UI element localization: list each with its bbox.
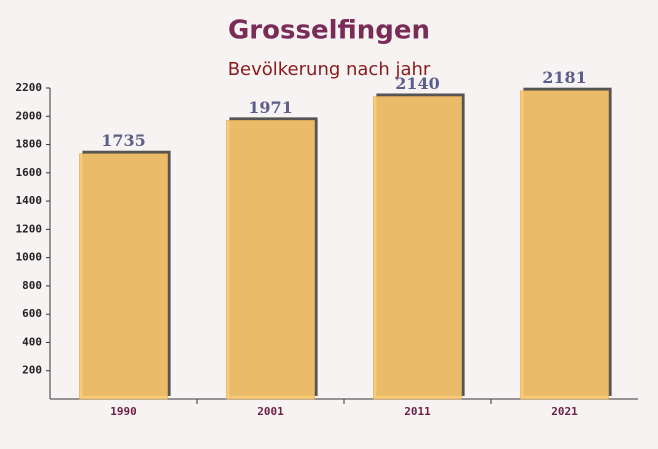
y-tick-label: 2000 [16, 109, 43, 122]
y-tick-label: 2200 [16, 81, 43, 94]
y-tick-label: 1400 [16, 194, 43, 207]
y-tick-label: 800 [22, 279, 42, 292]
y-tick-label: 1600 [16, 166, 43, 179]
value-label: 1735 [101, 131, 146, 150]
y-tick-label: 1200 [16, 222, 43, 235]
x-tick-label: 1990 [110, 405, 137, 418]
chart-title: Grosselfingen [228, 16, 430, 46]
value-label: 2140 [395, 74, 440, 93]
y-tick-label: 400 [22, 335, 42, 348]
y-tick-label: 1000 [16, 251, 43, 264]
bar [79, 153, 168, 400]
y-tick-label: 200 [22, 364, 42, 377]
value-label: 1971 [248, 98, 293, 117]
value-label: 2181 [542, 68, 587, 87]
chart-subtitle: Bevölkerung nach jahr [228, 59, 431, 80]
bar [520, 90, 609, 400]
bar [373, 96, 462, 400]
x-tick-label: 2011 [404, 405, 431, 418]
y-tick-label: 600 [22, 307, 42, 320]
bar [226, 120, 315, 400]
x-tick-label: 2021 [551, 405, 578, 418]
x-tick-label: 2001 [257, 405, 284, 418]
y-tick-label: 1800 [16, 138, 43, 151]
